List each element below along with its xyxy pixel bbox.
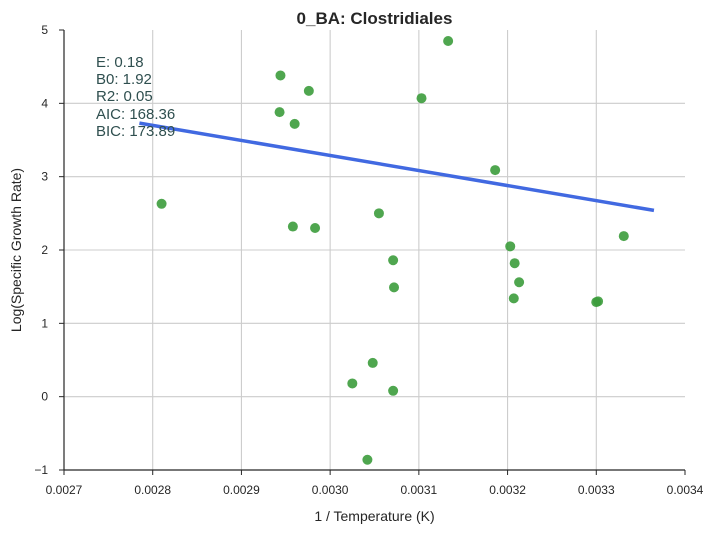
y-tick-label: 4 <box>41 96 48 110</box>
x-tick-label: 0.0027 <box>46 483 83 497</box>
data-point <box>388 255 399 266</box>
y-axis-label: Log(Specific Growth Rate) <box>8 168 24 332</box>
data-point <box>362 454 373 465</box>
chart-title: 0_BA: Clostridiales <box>297 9 453 28</box>
data-point <box>274 107 285 118</box>
x-tick-label: 0.0029 <box>223 483 260 497</box>
y-tick-label: 5 <box>41 23 48 37</box>
regression-fit-line <box>139 121 655 213</box>
annotation-e: E: 0.18 <box>96 54 144 71</box>
data-point <box>289 118 300 129</box>
y-tick-label: 3 <box>41 170 48 184</box>
data-point <box>416 93 427 104</box>
regression-line <box>139 121 655 213</box>
data-point <box>303 85 314 96</box>
data-point <box>156 198 167 209</box>
annotation-b0: B0: 1.92 <box>96 71 152 88</box>
data-point <box>443 36 454 46</box>
scatter-points <box>156 36 629 465</box>
data-point <box>373 208 384 219</box>
x-tick-label: 0.0034 <box>667 483 704 497</box>
fit-statistics: E: 0.18 B0: 1.92 R2: 0.05 AIC: 168.36 BI… <box>96 54 175 140</box>
data-point <box>509 258 520 269</box>
x-tick-label: 0.0031 <box>401 483 438 497</box>
annotation-r2: R2: 0.05 <box>96 88 153 105</box>
data-point <box>367 357 378 368</box>
grid-lines <box>64 30 685 470</box>
y-tick-label: −1 <box>34 463 48 477</box>
data-point <box>347 378 358 389</box>
x-tick-label: 0.0030 <box>312 483 349 497</box>
data-point <box>505 241 516 252</box>
data-point <box>275 70 286 81</box>
annotation-bic: BIC: 173.89 <box>96 123 175 140</box>
data-point <box>593 296 604 307</box>
data-point <box>618 231 629 242</box>
data-point <box>508 293 519 304</box>
data-point <box>388 385 399 396</box>
y-tick-label: 0 <box>41 390 48 404</box>
y-tick-label: 2 <box>41 243 48 257</box>
x-tick-label: 0.0028 <box>134 483 171 497</box>
tick-labels: 0.0027 0.0028 0.0029 0.0030 0.0031 0.0032 0.00… <box>34 23 703 497</box>
data-point <box>490 165 501 176</box>
data-point <box>389 282 400 293</box>
x-tick-label: 0.0033 <box>578 483 615 497</box>
data-point <box>310 223 321 233</box>
data-point <box>514 277 525 288</box>
annotation-aic: AIC: 168.36 <box>96 106 175 123</box>
y-tick-label: 1 <box>41 316 48 330</box>
x-tick-label: 0.0032 <box>489 483 526 497</box>
x-axis-label: 1 / Temperature (K) <box>314 508 434 524</box>
data-point <box>287 221 298 232</box>
